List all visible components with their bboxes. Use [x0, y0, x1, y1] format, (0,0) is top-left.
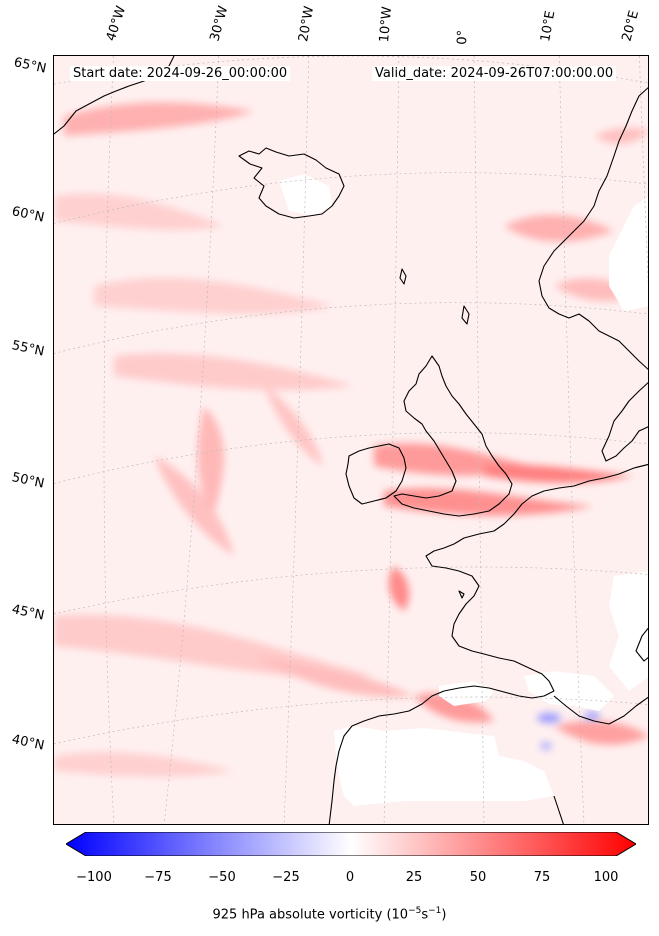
lat-label-65n: 65°N	[12, 55, 48, 77]
lon-label-0: 0°	[455, 29, 471, 45]
colorbar-tick: 75	[533, 870, 551, 885]
colorbar-tick: −75	[144, 870, 172, 885]
lat-label-40n: 40°N	[10, 732, 46, 754]
masked-terrain	[279, 174, 648, 806]
colorbar-tick: −50	[208, 870, 236, 885]
france-coast	[425, 463, 648, 692]
valid-date-label: Valid_date: 2024-09-26T07:00:00.00	[372, 66, 617, 81]
colorbar-tick: −25	[272, 870, 300, 885]
colorbar-tick: 25	[405, 870, 423, 885]
shetland	[399, 268, 407, 285]
lon-label-10e: 10°E	[538, 9, 559, 43]
iceland-coast	[238, 147, 345, 219]
faroe-orkney	[461, 305, 470, 325]
lon-label-10w: 10°W	[377, 5, 396, 43]
coastlines	[54, 56, 648, 824]
lat-label-55n: 55°N	[10, 338, 46, 360]
norway-coast	[538, 87, 648, 370]
colorbar	[66, 832, 636, 856]
britain-coast	[393, 355, 513, 517]
colorbar-tick: 0	[345, 870, 355, 885]
lat-label-45n: 45°N	[10, 602, 46, 624]
lon-label-20w: 20°W	[296, 5, 318, 44]
lat-label-60n: 60°N	[10, 204, 46, 226]
ireland-coast	[345, 443, 407, 505]
field-background	[54, 56, 648, 824]
colorbar-gradient	[66, 832, 636, 856]
colorbar-tick: 100	[593, 870, 619, 885]
lon-label-20e: 20°E	[619, 8, 643, 44]
colorbar-label: 925 hPa absolute vorticity (10−5s−1)	[212, 906, 447, 923]
mediterranean-coast	[553, 695, 648, 725]
channel-island	[458, 590, 465, 599]
lon-label-40w: 40°W	[103, 4, 130, 43]
iberia-north-coast	[328, 685, 555, 824]
italy-coast	[635, 627, 648, 662]
vorticity-field-map	[54, 56, 648, 824]
colorbar-tick: 50	[469, 870, 487, 885]
iberia-south-coast	[553, 795, 564, 824]
colorbar-tick: −100	[76, 870, 112, 885]
vorticity-contours	[54, 102, 648, 777]
denmark-coast	[601, 382, 648, 462]
lon-label-30w: 30°W	[207, 4, 232, 43]
lat-label-50n: 50°N	[10, 470, 46, 492]
map-panel	[53, 55, 649, 825]
start-date-label: Start date: 2024-09-26_00:00:00	[70, 66, 291, 81]
